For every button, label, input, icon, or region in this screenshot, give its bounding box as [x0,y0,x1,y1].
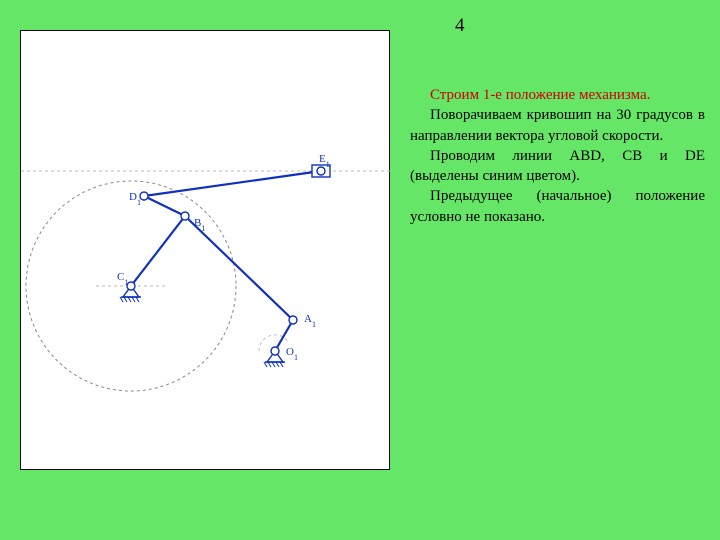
diagram-svg: O1A1B1C1D1E1 [21,31,391,471]
text-p1: Поворачиваем кривошип на 30 градусов в н… [410,105,705,146]
instruction-text: Строим 1-е положение механизма. Поворачи… [410,85,705,227]
svg-text:C1: C1 [117,271,128,287]
text-title: Строим 1-е положение механизма. [410,85,705,105]
page-number: 4 [455,15,465,37]
svg-text:O1: O1 [286,346,298,362]
svg-text:A1: A1 [304,313,316,329]
svg-text:D1: D1 [129,191,141,207]
text-p2: Проводим линии ABD, CB и DE (выделены си… [410,146,705,187]
mechanism-diagram: O1A1B1C1D1E1 [20,30,390,470]
text-p3: Предыдущее (начальное) положе­ние условн… [410,186,705,227]
